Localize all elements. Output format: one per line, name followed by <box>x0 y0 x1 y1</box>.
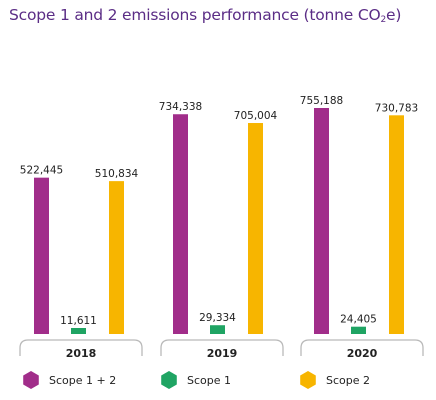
data-label-2018-series-2: 11,611 <box>60 315 97 327</box>
bar-2020-series-2 <box>351 326 366 334</box>
chart-title-subscript: 2 <box>380 15 386 25</box>
data-label-2020-series-2: 24,405 <box>340 314 377 326</box>
data-label-2019-series-2: 29,334 <box>199 312 236 324</box>
bars-group: 522,445 11,611 510,834 734,338 29,334 705,004… <box>20 95 418 335</box>
data-label-2018-series-3: 510,834 <box>95 168 139 180</box>
bar-2019-series-2 <box>210 325 225 334</box>
x-tick-label-2018: 2018 <box>66 347 97 360</box>
bar-2019-series-1 <box>173 114 188 334</box>
data-label-2020-series-3: 730,783 <box>375 102 418 114</box>
category-brackets: 2018 2019 2020 <box>19 339 424 360</box>
data-label-2020-series-1: 755,188 <box>300 95 343 107</box>
chart-title: Scope 1 and 2 emissions performance (ton… <box>9 6 401 25</box>
chart-title-suffix: e) <box>386 6 402 24</box>
legend-hexagon-icon <box>161 371 177 389</box>
data-label-2018-series-1: 522,445 <box>20 165 63 177</box>
category-bracket-2018 <box>19 339 143 356</box>
chart-title-text: Scope 1 and 2 emissions performance (ton… <box>9 6 381 24</box>
legend-label-series-3: Scope 2 <box>326 374 370 387</box>
bar-2018-series-2 <box>71 328 86 334</box>
legend-label-series-2: Scope 1 <box>187 374 231 387</box>
category-bracket-2019 <box>160 339 284 356</box>
legend-hexagon-icon <box>300 371 316 389</box>
legend-label-series-1: Scope 1 + 2 <box>49 374 116 387</box>
data-label-2019-series-3: 705,004 <box>234 110 278 122</box>
legend: Scope 1 + 2 Scope 1 Scope 2 <box>23 371 370 389</box>
x-tick-label-2020: 2020 <box>347 347 378 360</box>
bar-2019-series-3 <box>248 123 263 335</box>
bar-2020-series-1 <box>314 108 329 334</box>
x-tick-label-2019: 2019 <box>207 347 238 360</box>
bar-2020-series-3 <box>389 115 404 334</box>
bar-2018-series-1 <box>34 177 49 334</box>
legend-hexagon-icon <box>23 371 39 389</box>
category-bracket-2020 <box>300 339 424 356</box>
data-label-2019-series-1: 734,338 <box>159 101 202 113</box>
bar-2018-series-3 <box>109 181 124 334</box>
